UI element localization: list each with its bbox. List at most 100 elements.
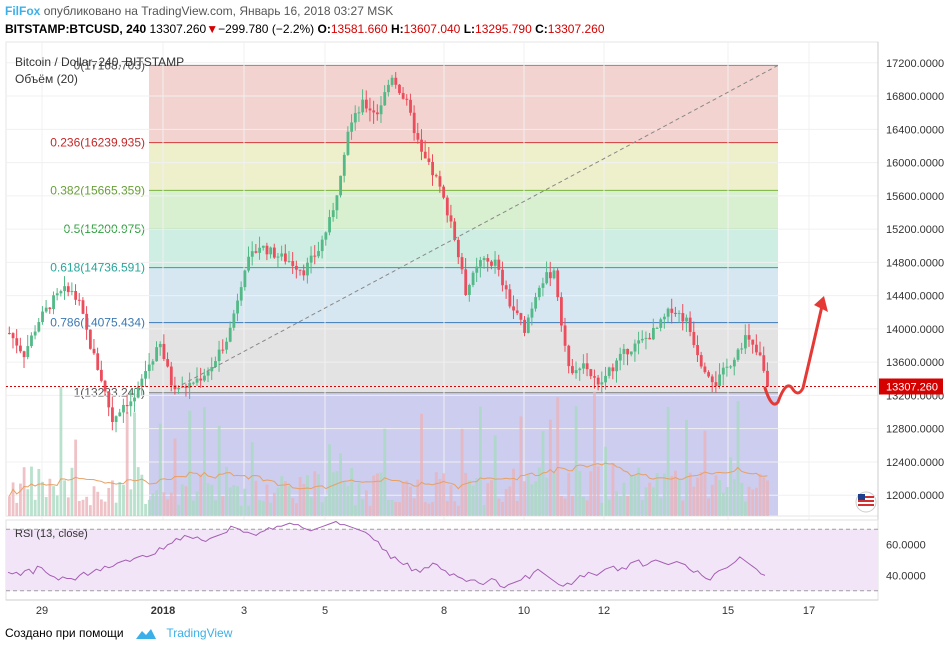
candle-body	[548, 272, 552, 279]
volume-bar	[482, 505, 486, 516]
volume-bar	[486, 483, 490, 516]
volume-bar	[710, 484, 714, 516]
fib-level-label: 0.786(14075.434)	[50, 316, 145, 330]
candle-body	[328, 217, 331, 233]
candle-body	[497, 259, 501, 270]
volume-bar	[328, 444, 331, 516]
volume-bar	[177, 504, 181, 516]
volume-bar	[755, 487, 758, 516]
volume-bar	[390, 500, 394, 516]
grid	[5, 41, 879, 600]
time-axis[interactable]: 29 2018 3 5 8 10 12 15 17	[6, 599, 878, 617]
candle-body	[11, 333, 15, 339]
candle-body	[633, 343, 637, 352]
candle-body	[607, 367, 611, 376]
volume-bar	[409, 486, 412, 516]
volume-bar	[637, 467, 641, 516]
volume-bar	[228, 487, 232, 516]
candle-body	[744, 335, 747, 349]
candle-body	[677, 313, 681, 315]
volume-bar	[674, 470, 677, 516]
candle-body	[460, 257, 464, 270]
candle-body	[585, 363, 589, 370]
tradingview-link[interactable]: TradingView	[166, 626, 233, 640]
volume-bar	[677, 479, 681, 516]
candle-body	[63, 286, 66, 292]
volume-bars	[8, 386, 769, 516]
rsi-pane[interactable]: 60.0000 40.0000	[5, 519, 926, 601]
candle-body	[320, 239, 324, 252]
candle-body	[604, 375, 607, 383]
publish-line: FilFox опубликовано на TradingView.com, …	[5, 4, 393, 18]
candle-body	[471, 272, 475, 286]
candle-body	[490, 261, 493, 266]
candle-body	[295, 265, 298, 270]
price-tick-label: 16400.0000	[886, 124, 944, 136]
candle-body	[357, 112, 361, 114]
volume-bar	[427, 503, 431, 516]
price-axis[interactable]: 17200.0000 16800.0000 16400.0000 16000.0000…	[877, 42, 944, 600]
volume-bar	[346, 486, 350, 516]
candle-body	[66, 286, 70, 293]
volume-bar	[732, 479, 736, 516]
candle-body	[103, 380, 107, 392]
rsi-tick-label: 60.0000	[886, 540, 926, 552]
author-name[interactable]: FilFox	[5, 4, 41, 18]
candle-body	[37, 322, 41, 332]
candle-body	[751, 339, 755, 345]
volume-bar	[515, 501, 519, 516]
volume-bar	[490, 480, 493, 516]
volume-bar	[261, 501, 265, 516]
candle-body	[364, 99, 368, 109]
candles	[8, 72, 769, 433]
volume-bar	[416, 479, 420, 516]
candle-body	[96, 353, 100, 370]
volume-bar	[254, 480, 258, 516]
candle-body	[313, 255, 317, 257]
candle-body	[129, 401, 133, 407]
candle-body	[184, 386, 188, 388]
volume-bar	[100, 499, 103, 516]
volume-bar	[744, 501, 747, 516]
volume-bar	[534, 481, 538, 516]
candle-body	[504, 285, 508, 290]
candle-body	[563, 325, 567, 346]
candle-body	[247, 256, 250, 271]
volume-bar	[552, 471, 556, 516]
volume-bar	[508, 486, 512, 516]
down-triangle-icon: ▼	[206, 22, 219, 36]
fib-zone	[149, 65, 778, 143]
volume-bar	[217, 425, 221, 516]
volume-bar	[615, 491, 618, 516]
volume-bar	[479, 406, 482, 516]
volume-bar	[342, 481, 346, 516]
candle-body	[232, 313, 236, 328]
candle-body	[600, 382, 604, 385]
volume-bar	[604, 446, 607, 516]
candle-body	[401, 93, 405, 99]
candle-body	[696, 345, 699, 356]
candle-body	[486, 258, 490, 262]
volume-bar	[412, 498, 416, 516]
volume-bar	[122, 484, 125, 516]
candle-body	[423, 151, 427, 159]
quote-line: BITSTAMP:BTCUSD, 240 13307.260▼−299.780 …	[5, 22, 605, 36]
volume-bar	[331, 472, 335, 516]
volume-bar	[523, 481, 526, 516]
volume-bar	[394, 501, 398, 516]
fib-retracement[interactable]: 0(17168.703) 0.236(16239.935) 0.382(15665.…	[50, 58, 778, 516]
volume-bar	[52, 486, 55, 516]
volume-bar	[158, 423, 162, 516]
candle-body	[199, 378, 203, 381]
open-value: 13581.660	[330, 22, 388, 36]
symbol: BITSTAMP:BTCUSD, 240	[5, 22, 147, 36]
candle-body	[228, 327, 232, 342]
time-tick-label: 2018	[151, 605, 175, 617]
candle-body	[758, 352, 762, 356]
candle-body	[346, 131, 350, 155]
volume-bar	[265, 484, 269, 516]
candle-body	[284, 253, 287, 262]
candle-body	[55, 293, 59, 296]
fib-zone	[149, 190, 778, 230]
